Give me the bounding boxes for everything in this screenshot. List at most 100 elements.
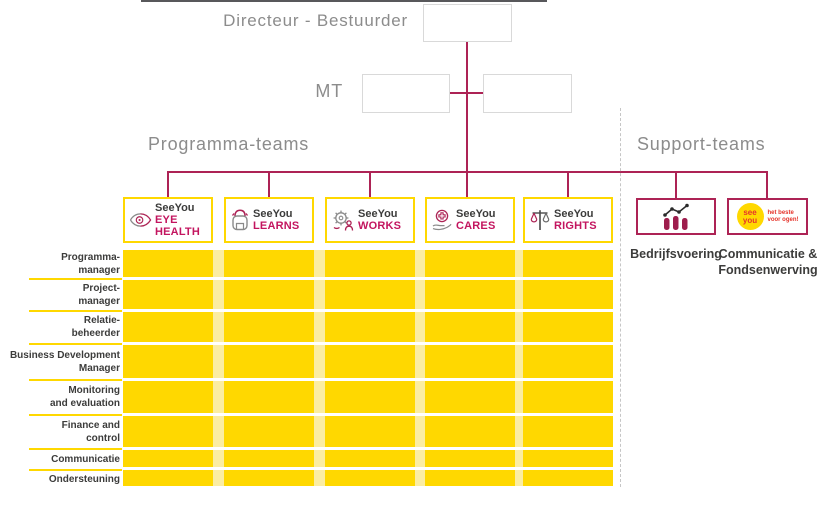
grid-cell — [425, 345, 515, 378]
row-separator — [29, 414, 122, 416]
row-label-relatie-beheerder: Relatie- beheerder — [71, 315, 120, 339]
grid-gap — [415, 381, 425, 413]
team-brand: SeeYou — [155, 201, 195, 214]
grid-cell — [425, 450, 515, 467]
row-separator — [29, 469, 122, 471]
grid-gap — [415, 345, 425, 378]
backpack-icon — [231, 209, 249, 231]
grid-cell — [224, 250, 314, 277]
connector-teams-horizontal — [167, 171, 768, 173]
team-box-works: SeeYou WORKS — [325, 197, 415, 243]
team-name: CARES — [456, 220, 496, 232]
seeyou-logo: see you — [736, 203, 764, 230]
team-box-learns: SeeYou LEARNS — [224, 197, 314, 243]
team-box-eye-health: SeeYou EYE HEALTH — [123, 197, 213, 243]
team-name: RIGHTS — [554, 220, 597, 232]
grid-cell — [224, 312, 314, 342]
grid-cell — [123, 416, 213, 447]
team-name: EYE HEALTH — [155, 213, 200, 239]
grid-gap — [415, 250, 425, 277]
grid-cell — [523, 250, 613, 277]
matrix-grid — [123, 250, 613, 486]
cropped-top-line — [141, 0, 547, 2]
bar-chart-icon — [663, 203, 689, 230]
connector-drop-bedrijfsvoering — [675, 171, 677, 198]
grid-cell — [523, 312, 613, 342]
grid-gap — [213, 250, 224, 277]
grid-cell — [523, 416, 613, 447]
grid-gap — [314, 416, 325, 447]
grid-cell — [325, 450, 415, 467]
grid-cell — [224, 345, 314, 378]
grid-cell — [224, 450, 314, 467]
grid-gap — [515, 345, 523, 378]
team-name: LEARNS — [253, 220, 300, 232]
grid-cell — [123, 450, 213, 467]
team-brand: SeeYou — [554, 207, 594, 220]
grid-cell — [123, 381, 213, 413]
mt-box-right — [483, 74, 572, 113]
connector-drop-rights — [567, 171, 569, 197]
care-hand-icon — [432, 209, 452, 231]
grid-cell — [123, 250, 213, 277]
row-separator — [29, 448, 122, 450]
grid-gap — [415, 416, 425, 447]
grid-cell — [425, 312, 515, 342]
grid-cell — [325, 470, 415, 486]
team-brand: SeeYou — [358, 207, 398, 220]
support-teams-heading: Support-teams — [637, 134, 766, 154]
grid-gap — [213, 345, 224, 378]
grid-gap — [213, 280, 224, 309]
grid-gap — [415, 450, 425, 467]
mt-box-left — [362, 74, 450, 113]
grid-cell — [224, 416, 314, 447]
connector-main-vertical — [466, 42, 468, 197]
connector-drop-learns — [268, 171, 270, 197]
row-separator — [29, 379, 122, 381]
grid-cell — [224, 470, 314, 486]
grid-gap — [314, 280, 325, 309]
grid-gap — [314, 450, 325, 467]
team-box-cares: SeeYou CARES — [425, 197, 515, 243]
team-box-rights: SeeYou RIGHTS — [523, 197, 613, 243]
grid-cell — [325, 250, 415, 277]
grid-gap — [314, 381, 325, 413]
grid-cell — [325, 345, 415, 378]
grid-gap — [314, 250, 325, 277]
grid-cell — [523, 280, 613, 309]
support-label-bedrijfsvoering: Bedrijfsvoering — [630, 247, 722, 261]
row-label-project-manager: Project- manager — [78, 282, 120, 307]
team-brand: SeeYou — [456, 207, 496, 220]
program-teams-heading: Programma-teams — [148, 134, 310, 154]
grid-gap — [515, 381, 523, 413]
grid-gap — [415, 312, 425, 342]
row-separator — [29, 310, 122, 312]
eye-icon — [129, 213, 152, 227]
row-label-communicatie: Communicatie — [51, 454, 120, 465]
grid-cell — [123, 470, 213, 486]
grid-cell — [425, 280, 515, 309]
grid-gap — [515, 416, 523, 447]
grid-cell — [123, 345, 213, 378]
grid-cell — [325, 312, 415, 342]
row-label-monitoring-evaluation: Monitoring and evaluation — [49, 385, 120, 409]
connector-mt-horizontal — [450, 92, 483, 94]
grid-gap — [515, 470, 523, 486]
grid-cell — [425, 250, 515, 277]
grid-cell — [224, 381, 314, 413]
grid-gap — [515, 280, 523, 309]
connector-drop-communicatie — [766, 171, 768, 198]
grid-gap — [515, 450, 523, 467]
connector-drop-works — [369, 171, 371, 197]
grid-cell — [325, 416, 415, 447]
grid-cell — [523, 470, 613, 486]
team-name: WORKS — [358, 220, 402, 232]
grid-cell — [325, 381, 415, 413]
grid-cell — [523, 345, 613, 378]
grid-gap — [415, 470, 425, 486]
grid-cell — [224, 280, 314, 309]
section-divider-dotted — [620, 108, 621, 487]
grid-gap — [213, 312, 224, 342]
scales-icon — [530, 210, 550, 230]
support-label-communicatie: Communicatie & Fondsenwerving — [718, 247, 818, 278]
